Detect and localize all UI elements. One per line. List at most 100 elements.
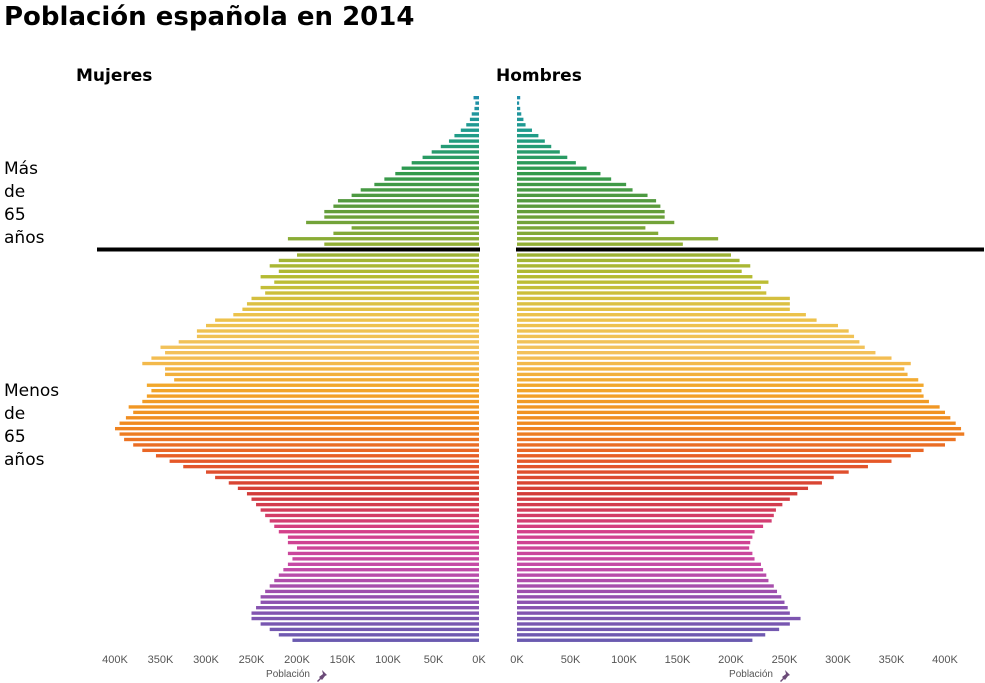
bar-mujeres[interactable] [133,443,479,447]
bar-mujeres[interactable] [256,606,479,610]
bar-mujeres[interactable] [274,524,479,528]
bar-mujeres[interactable] [251,616,480,621]
bar-mujeres[interactable] [260,595,479,599]
bar-mujeres[interactable] [287,562,479,566]
bar-hombres[interactable] [517,117,524,122]
bar-mujeres[interactable] [246,492,479,496]
bar-hombres[interactable] [517,519,772,523]
bar-mujeres[interactable] [260,622,479,626]
bar-hombres[interactable] [517,188,633,192]
bar-mujeres[interactable] [151,388,479,393]
bar-mujeres[interactable] [469,117,479,122]
bar-hombres[interactable] [517,633,766,637]
bar-hombres[interactable] [517,513,774,518]
bar-hombres[interactable] [517,171,601,176]
bar-hombres[interactable] [517,280,769,284]
bar-mujeres[interactable] [471,112,479,116]
bar-hombres[interactable] [517,334,855,339]
bar-mujeres[interactable] [269,627,479,632]
bar-mujeres[interactable] [411,161,479,165]
bar-mujeres[interactable] [215,475,479,480]
bar-mujeres[interactable] [278,633,479,637]
bar-mujeres[interactable] [265,589,479,594]
bar-hombres[interactable] [517,497,790,501]
bar-hombres[interactable] [517,492,798,496]
bar-mujeres[interactable] [260,508,479,512]
bar-mujeres[interactable] [422,155,479,160]
bar-mujeres[interactable] [155,454,479,458]
bar-mujeres[interactable] [287,237,479,241]
bar-hombres[interactable] [517,584,774,588]
bar-hombres[interactable] [517,166,587,170]
bar-hombres[interactable] [517,448,924,453]
bar-hombres[interactable] [517,388,922,393]
bar-hombres[interactable] [517,508,776,512]
bar-hombres[interactable] [517,275,753,279]
bar-hombres[interactable] [517,535,753,539]
bar-hombres[interactable] [517,367,905,371]
bar-hombres[interactable] [517,399,929,404]
bar-mujeres[interactable] [165,351,480,355]
bar-hombres[interactable] [517,595,782,599]
bar-hombres[interactable] [517,291,767,295]
bar-mujeres[interactable] [287,535,479,539]
bar-mujeres[interactable] [384,177,479,181]
bar-mujeres[interactable] [251,296,480,301]
bar-hombres[interactable] [517,345,865,349]
bar-mujeres[interactable] [160,345,480,349]
bar-mujeres[interactable] [128,405,479,409]
bar-hombres[interactable] [517,253,731,257]
bar-mujeres[interactable] [287,540,479,545]
bar-mujeres[interactable] [178,340,479,344]
bar-mujeres[interactable] [440,144,479,149]
bar-mujeres[interactable] [206,470,479,474]
bar-hombres[interactable] [517,296,790,301]
bar-hombres[interactable] [517,524,764,528]
bar-mujeres[interactable] [265,291,479,295]
bar-mujeres[interactable] [206,323,479,328]
bar-hombres[interactable] [517,182,627,187]
bar-mujeres[interactable] [395,171,479,176]
bar-mujeres[interactable] [251,611,480,615]
bar-hombres[interactable] [517,394,924,398]
bar-mujeres[interactable] [448,139,479,143]
bar-mujeres[interactable] [360,188,479,192]
bar-mujeres[interactable] [460,128,479,132]
bar-hombres[interactable] [517,475,834,480]
bar-mujeres[interactable] [115,426,479,431]
bar-mujeres[interactable] [142,399,480,404]
bar-mujeres[interactable] [269,584,479,588]
bar-hombres[interactable] [517,215,665,219]
bar-hombres[interactable] [517,329,849,333]
bar-mujeres[interactable] [473,96,479,100]
bar-mujeres[interactable] [174,378,479,382]
bar-mujeres[interactable] [287,551,479,556]
bar-mujeres[interactable] [246,302,479,306]
bar-hombres[interactable] [517,405,940,409]
bar-hombres[interactable] [517,150,560,154]
bar-hombres[interactable] [517,421,956,425]
bar-mujeres[interactable] [119,432,480,436]
bar-mujeres[interactable] [251,497,480,501]
bar-mujeres[interactable] [324,209,479,214]
bar-hombres[interactable] [517,432,965,436]
bar-mujeres[interactable] [119,421,480,425]
bar-mujeres[interactable] [228,481,479,485]
bar-mujeres[interactable] [260,275,479,279]
bar-mujeres[interactable] [242,307,479,311]
bar-hombres[interactable] [517,573,767,577]
bar-hombres[interactable] [517,464,868,469]
bar-mujeres[interactable] [283,568,479,572]
bar-hombres[interactable] [517,557,755,561]
bar-mujeres[interactable] [333,231,479,236]
bar-hombres[interactable] [517,264,751,268]
bar-hombres[interactable] [517,204,661,208]
bar-hombres[interactable] [517,611,790,615]
bar-hombres[interactable] [517,269,742,273]
bar-mujeres[interactable] [292,638,479,642]
bar-hombres[interactable] [517,242,683,246]
bar-mujeres[interactable] [146,394,479,398]
bar-mujeres[interactable] [169,459,479,463]
bar-mujeres[interactable] [146,383,479,387]
bar-hombres[interactable] [517,155,568,160]
